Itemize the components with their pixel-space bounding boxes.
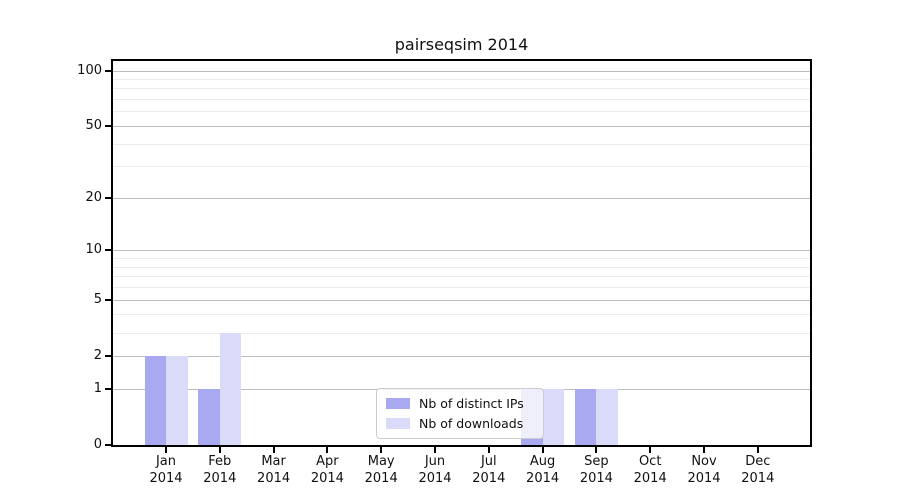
minor-gridline-9	[113, 258, 810, 260]
bar-distinct-ips-sep	[574, 388, 597, 445]
y-tick-mark-5	[105, 298, 112, 301]
x-tick-mark-jul	[487, 447, 490, 453]
minor-gridline-90	[113, 78, 810, 80]
x-tick-mark-nov	[703, 447, 705, 453]
major-gridline-10	[113, 250, 810, 252]
major-gridline-50	[113, 125, 810, 127]
x-tick-label-sep: Sep 2014	[579, 454, 613, 486]
legend-item-distinct-ips: Nb of distinct IPs	[386, 396, 534, 411]
x-tick-mark-apr	[326, 447, 329, 453]
x-tick-label-oct: Oct 2014	[633, 454, 667, 486]
minor-gridline-40	[113, 143, 810, 145]
major-gridline-5	[113, 299, 810, 301]
x-tick-mark-sep	[595, 447, 598, 453]
x-tick-label-apr: Apr 2014	[310, 454, 344, 486]
x-tick-mark-jan	[165, 447, 167, 453]
y-tick-label-1: 1	[93, 380, 102, 396]
x-tick-mark-may	[380, 447, 383, 453]
minor-gridline-60	[113, 111, 810, 113]
y-tick-label-0: 0	[93, 437, 102, 452]
x-tick-label-jun: Jun 2014	[418, 454, 452, 486]
y-tick-label-5: 5	[93, 291, 102, 307]
y-tick-mark-0	[105, 444, 112, 446]
x-tick-label-aug: Aug 2014	[526, 454, 560, 486]
y-tick-label-100: 100	[77, 62, 102, 78]
bar-distinct-ips-jan	[144, 355, 166, 445]
legend-swatch-downloads	[386, 418, 410, 429]
y-tick-mark-10	[105, 249, 112, 252]
x-tick-label-dec: Dec 2014	[741, 454, 775, 486]
major-gridline-2	[113, 355, 810, 357]
x-tick-mark-jun	[434, 447, 436, 453]
legend-swatch-distinct-ips	[386, 398, 410, 409]
x-tick-label-mar: Mar 2014	[257, 454, 291, 486]
minor-gridline-7	[113, 276, 810, 278]
legend-label-distinct-ips: Nb of distinct IPs	[419, 396, 524, 411]
x-tick-label-jan: Jan 2014	[149, 454, 183, 486]
bar-downloads-feb	[219, 332, 242, 445]
y-tick-mark-20	[105, 196, 112, 199]
minor-gridline-6	[113, 287, 810, 289]
x-tick-mark-feb	[218, 447, 221, 453]
minor-gridline-3	[113, 332, 810, 334]
x-tick-mark-oct	[649, 447, 652, 453]
y-tick-mark-2	[105, 354, 112, 357]
x-tick-label-jul: Jul 2014	[472, 454, 506, 486]
legend-label-downloads: Nb of downloads	[419, 416, 524, 431]
legend: Nb of distinct IPs Nb of downloads	[376, 388, 544, 439]
x-tick-label-may: May 2014	[364, 454, 398, 486]
minor-gridline-80	[113, 88, 810, 90]
y-tick-mark-100	[105, 69, 112, 72]
bar-downloads-sep	[596, 388, 618, 445]
y-tick-label-50: 50	[85, 117, 102, 133]
y-tick-label-10: 10	[85, 242, 102, 258]
y-tick-mark-1	[105, 387, 112, 390]
x-tick-label-feb: Feb 2014	[203, 454, 237, 486]
minor-gridline-70	[113, 99, 810, 101]
minor-gridline-4	[113, 314, 810, 316]
y-tick-mark-50	[105, 124, 112, 127]
minor-gridline-30	[113, 166, 810, 168]
x-tick-label-nov: Nov 2014	[687, 454, 721, 486]
chart-title: pairseqsim 2014	[394, 35, 529, 54]
legend-item-downloads: Nb of downloads	[386, 416, 534, 431]
major-gridline-20	[113, 197, 810, 199]
x-tick-mark-mar	[272, 447, 275, 453]
bar-distinct-ips-feb	[198, 388, 220, 445]
x-tick-mark-dec	[756, 447, 759, 453]
x-tick-mark-aug	[541, 447, 544, 453]
y-tick-label-20: 20	[85, 189, 102, 205]
y-tick-label-2: 2	[93, 347, 102, 363]
major-gridline-100	[113, 70, 810, 72]
bar-downloads-jan	[166, 355, 188, 445]
minor-gridline-8	[113, 266, 810, 268]
bar-downloads-aug	[542, 388, 565, 445]
